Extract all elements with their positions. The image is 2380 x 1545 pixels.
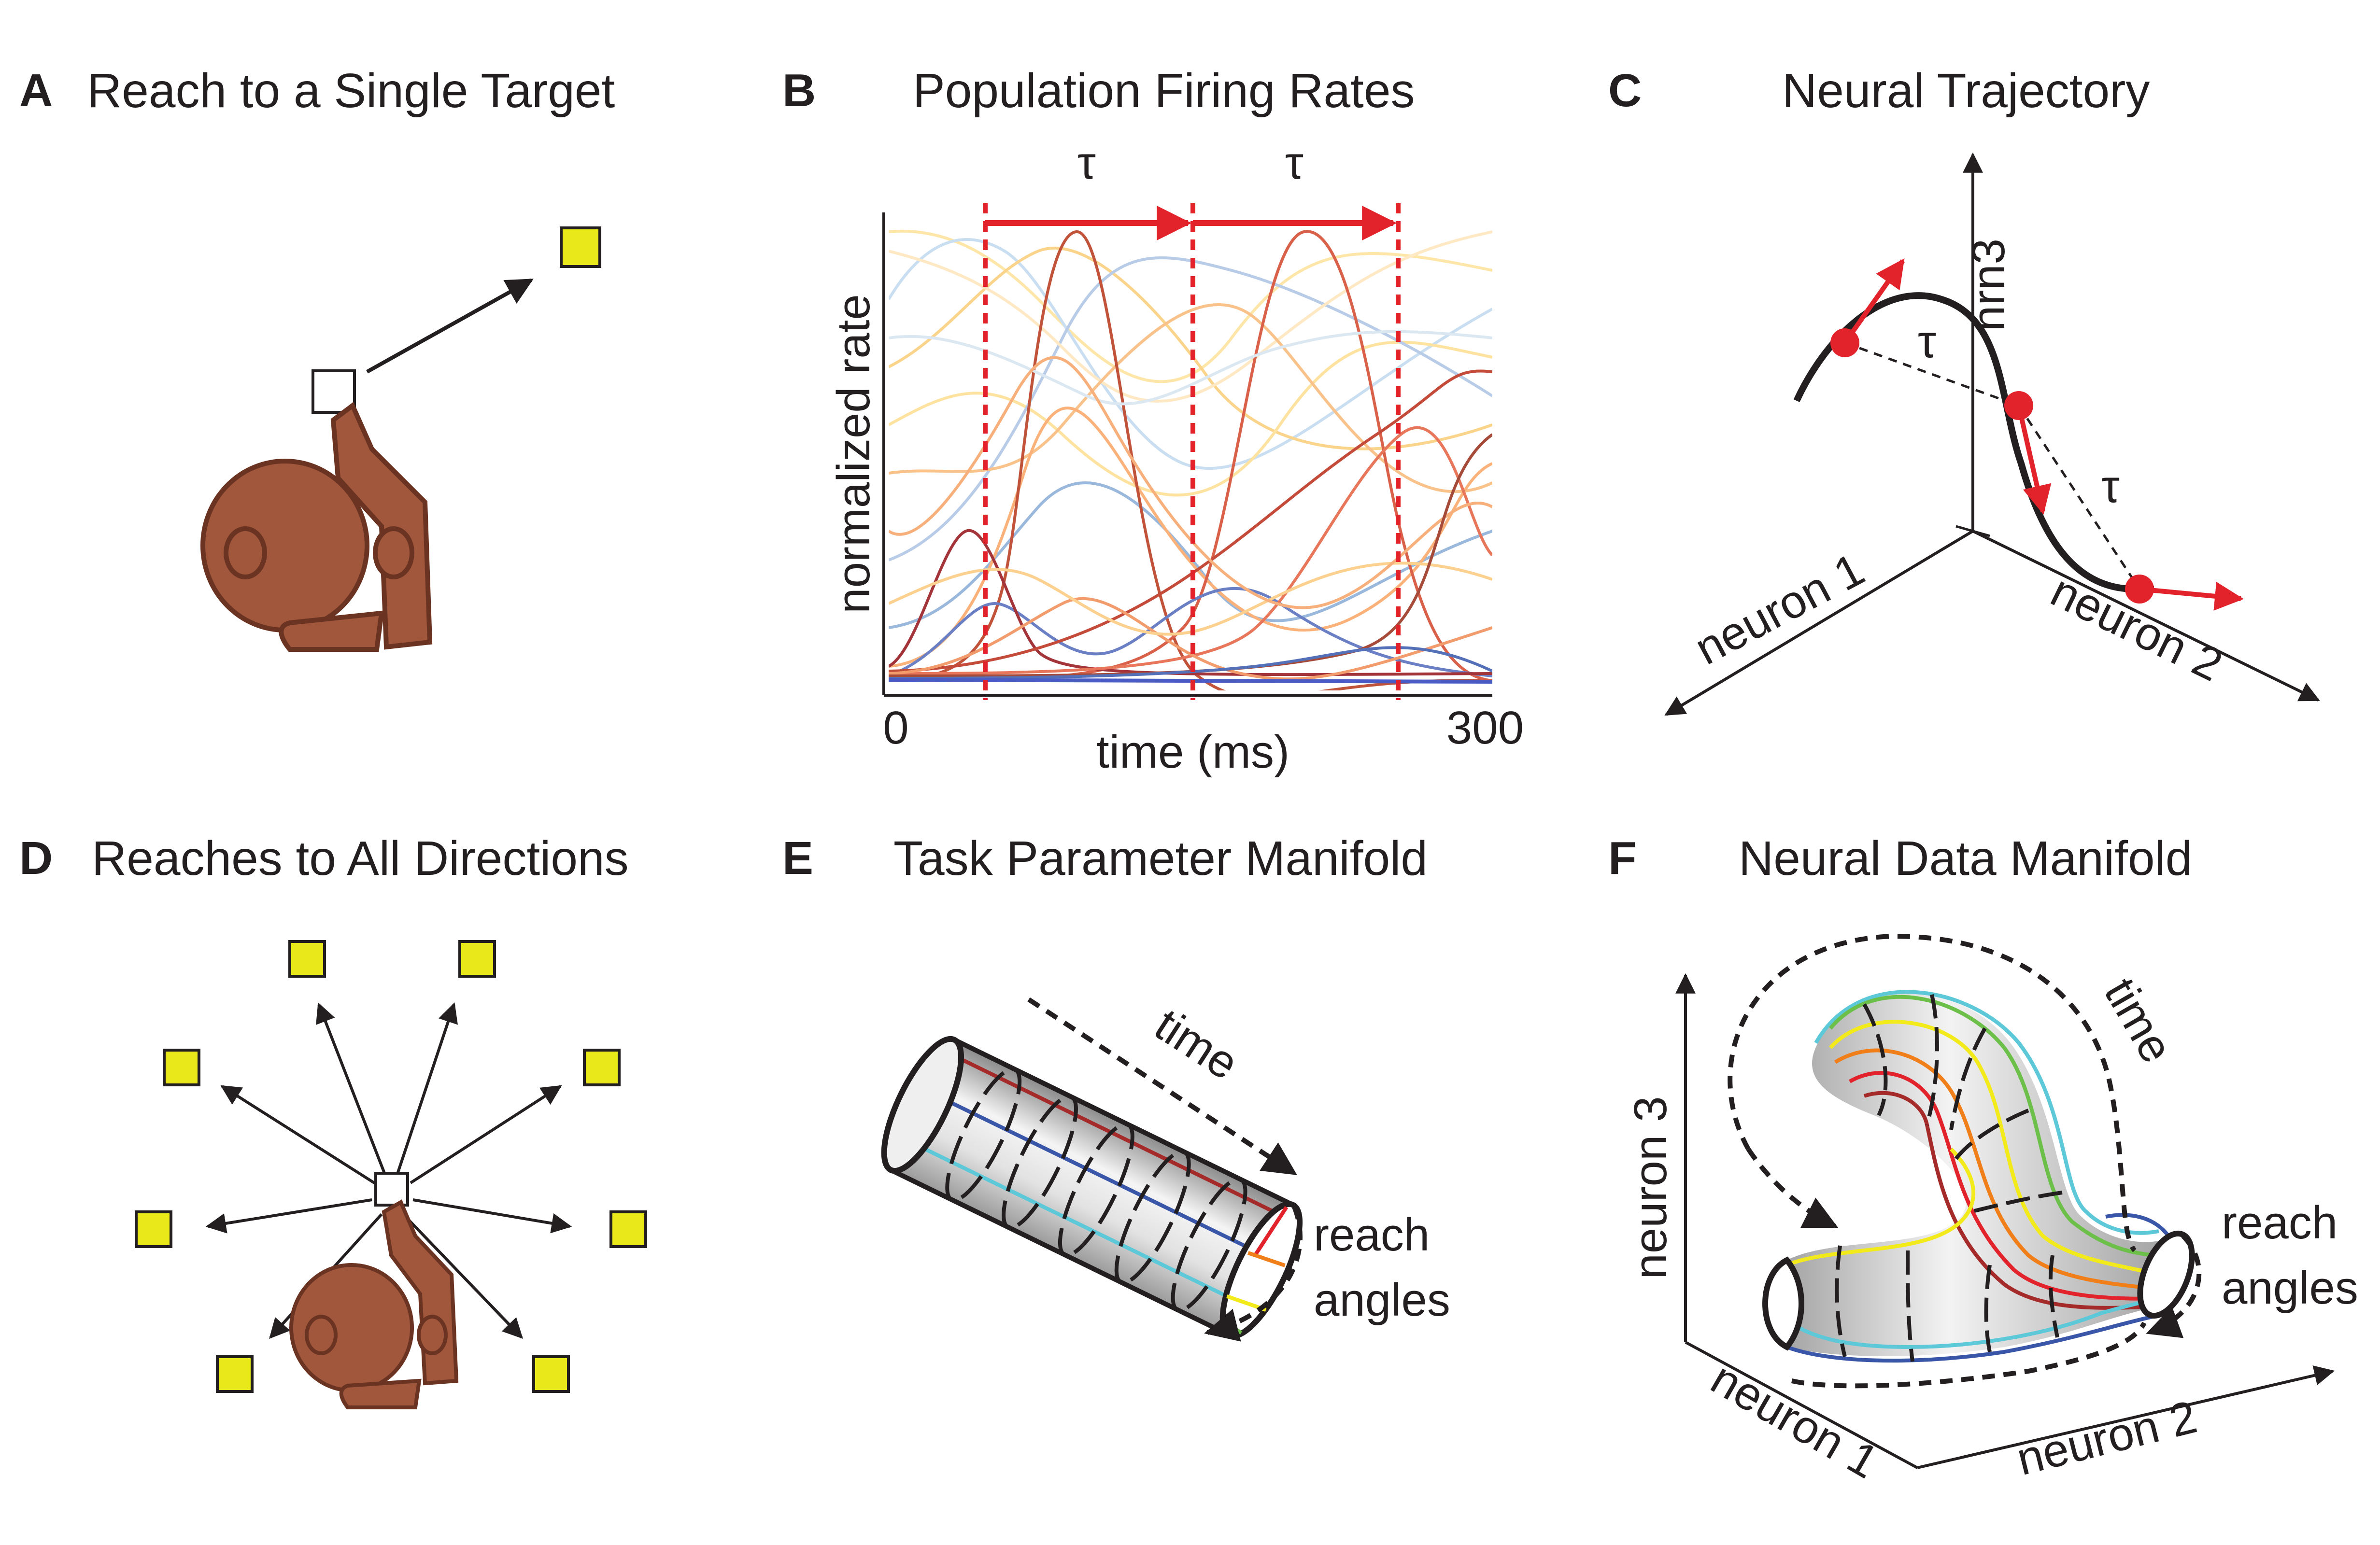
c-tau-label-2: τ — [2101, 461, 2120, 512]
f-y-label: neuron 2 — [2012, 1391, 2202, 1486]
f-reach-label-2: angles — [2222, 1262, 2358, 1314]
c-y-axis — [1972, 530, 2320, 702]
f-y-axis — [1917, 1365, 2335, 1469]
start-square — [312, 369, 356, 414]
panel-e-title: Task Parameter Manifold — [893, 831, 1428, 885]
velocity-arrow-3 — [2139, 582, 2244, 611]
monkey-icon — [200, 402, 433, 652]
panel-e-letter: E — [782, 832, 813, 884]
f-reach-label-1: reach — [2222, 1197, 2338, 1249]
panel-e: E Task Parameter Manifold — [782, 831, 1450, 1342]
b-x-label: time (ms) — [1096, 726, 1289, 778]
d-start-square — [374, 1172, 409, 1207]
f-x-axis — [1685, 1341, 1918, 1469]
reach-arrow — [366, 278, 534, 374]
b-x-tick-end: 300 — [1446, 702, 1524, 754]
monkey-icon-small — [289, 1199, 459, 1409]
panel-a-letter: A — [19, 65, 53, 116]
target-square — [560, 226, 601, 268]
panel-a: A Reach to a Single Target — [19, 64, 615, 652]
target-squares — [135, 940, 647, 1393]
panel-f-title: Neural Data Manifold — [1739, 831, 2192, 885]
c-tau-label-1: τ — [1918, 316, 1936, 367]
f-time-path — [1728, 934, 2137, 1252]
state-point-2 — [2004, 391, 2033, 420]
state-point-1 — [1830, 328, 1859, 357]
tau-label-2: τ — [1285, 137, 1303, 189]
firing-rate-curves — [889, 229, 1492, 690]
panel-b: B Population Firing Rates — [782, 64, 1524, 778]
e-reach-label-1: reach — [1314, 1209, 1430, 1261]
panel-f-letter: F — [1608, 832, 1637, 884]
panel-c-title: Neural Trajectory — [1782, 64, 2150, 118]
f-x-label: neuron 1 — [1702, 1352, 1887, 1489]
panel-c: C Neural Trajectory nrn3 neuron 1 neuron… — [1608, 64, 2320, 716]
panel-c-letter: C — [1608, 65, 1642, 116]
tau-label-1: τ — [1077, 137, 1096, 189]
panel-d: D Reaches to All Directions — [19, 831, 647, 1409]
f-time-label: time — [2094, 969, 2182, 1071]
panel-d-letter: D — [19, 832, 53, 884]
e-reach-label-2: angles — [1314, 1274, 1450, 1326]
velocity-arrow-2 — [2016, 405, 2052, 515]
b-x-tick-start: 0 — [883, 702, 908, 754]
panel-b-title: Population Firing Rates — [913, 64, 1415, 118]
state-point-3 — [2125, 575, 2154, 604]
b-y-label: normalized rate — [828, 294, 879, 614]
panel-d-title: Reaches to All Directions — [92, 831, 629, 885]
cylinder-manifold — [881, 1036, 1303, 1339]
neural-manifold — [1762, 990, 2195, 1363]
panel-f: F Neural Data Manifold neuron 3 neuron 1… — [1608, 831, 2358, 1489]
panel-b-letter: B — [782, 65, 816, 116]
f-z-label: neuron 3 — [1625, 1096, 1676, 1279]
e-time-arrow — [1027, 997, 1297, 1176]
panel-a-title: Reach to a Single Target — [87, 64, 615, 118]
c-x-axis — [1664, 530, 1974, 716]
e-time-label: time — [1146, 998, 1247, 1090]
velocity-arrow-1 — [1842, 258, 1905, 344]
